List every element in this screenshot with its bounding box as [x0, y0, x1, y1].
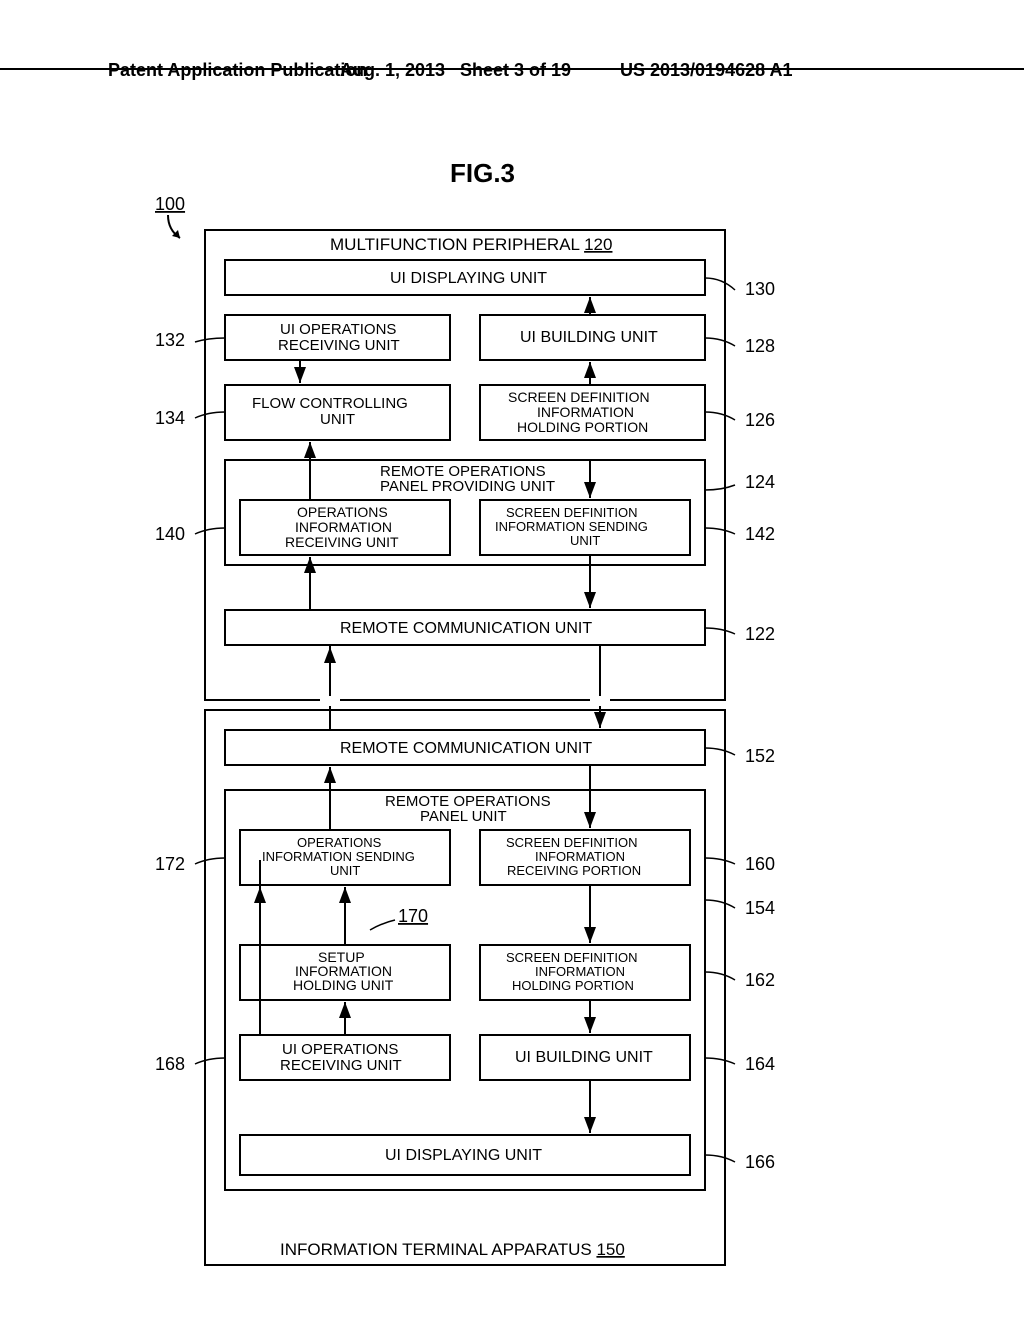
header-docnum: US 2013/0194628 A1 — [620, 60, 792, 81]
ref-100: 100 — [155, 194, 185, 214]
label-screen-def-recv: SCREEN DEFINITION INFORMATION RECEIVING … — [506, 835, 641, 878]
ref-166: 166 — [745, 1152, 775, 1172]
ref-160: 160 — [745, 854, 775, 874]
label-ui-building-bot: UI BUILDING UNIT — [515, 1049, 653, 1066]
label-ops-info-recv: OPERATIONS INFORMATION RECEIVING UNIT — [285, 504, 399, 550]
page: Patent Application Publication Aug. 1, 2… — [0, 0, 1024, 1320]
ref-152: 152 — [745, 746, 775, 766]
label-screen-def-hold-bot: SCREEN DEFINITION INFORMATION HOLDING PO… — [506, 950, 641, 993]
ref-132: 132 — [155, 330, 185, 350]
label-remote-ops-panel: REMOTE OPERATIONS PANEL UNIT — [385, 793, 555, 825]
page-header: Patent Application Publication Aug. 1, 2… — [0, 60, 1024, 70]
header-sheet: Sheet 3 of 19 — [460, 60, 571, 81]
ref-170: 170 — [398, 906, 428, 926]
label-ui-ops-recv-top: UI OPERATIONS RECEIVING UNIT — [278, 321, 401, 354]
figure-title: FIG.3 — [450, 158, 515, 188]
ref-172: 172 — [155, 854, 185, 874]
ref-130: 130 — [745, 279, 775, 299]
label-ui-displaying-bot: UI DISPLAYING UNIT — [385, 1147, 542, 1164]
ref-124: 124 — [745, 472, 775, 492]
ref-134: 134 — [155, 408, 185, 428]
label-ui-displaying-top: UI DISPLAYING UNIT — [390, 270, 547, 287]
label-ops-info-send: OPERATIONS INFORMATION SENDING UNIT — [262, 835, 419, 878]
label-ui-building-top: UI BUILDING UNIT — [520, 329, 658, 346]
label-screen-def-hold-top: SCREEN DEFINITION INFORMATION HOLDING PO… — [508, 389, 653, 435]
label-setup-info-hold: SETUP INFORMATION HOLDING UNIT — [293, 949, 396, 993]
header-date: Aug. 1, 2013 — [340, 60, 445, 81]
ref-164: 164 — [745, 1054, 775, 1074]
label-ui-ops-recv-bot: UI OPERATIONS RECEIVING UNIT — [280, 1041, 403, 1074]
ref-140: 140 — [155, 524, 185, 544]
label-remote-ops-panel-prov: REMOTE OPERATIONS PANEL PROVIDING UNIT — [380, 463, 555, 495]
ref-162: 162 — [745, 970, 775, 990]
top-container-title: MULTIFUNCTION PERIPHERAL 120 — [330, 235, 612, 254]
ref-126: 126 — [745, 410, 775, 430]
bottom-container-title: INFORMATION TERMINAL APPARATUS 150 — [280, 1240, 625, 1259]
ref-142: 142 — [745, 524, 775, 544]
ref-168: 168 — [155, 1054, 185, 1074]
label-remote-comm-bot: REMOTE COMMUNICATION UNIT — [340, 740, 592, 757]
ref-154: 154 — [745, 898, 775, 918]
header-publication: Patent Application Publication — [108, 60, 367, 81]
label-screen-def-send: SCREEN DEFINITION INFORMATION SENDING UN… — [495, 505, 652, 548]
label-remote-comm-top: REMOTE COMMUNICATION UNIT — [340, 620, 592, 637]
ref-122: 122 — [745, 624, 775, 644]
figure-diagram: FIG.3 100 MULTIFUNCTION PERIPHERAL 120 U… — [0, 90, 1024, 1320]
label-flow-ctrl: FLOW CONTROLLING UNIT — [252, 395, 412, 428]
ref-128: 128 — [745, 336, 775, 356]
